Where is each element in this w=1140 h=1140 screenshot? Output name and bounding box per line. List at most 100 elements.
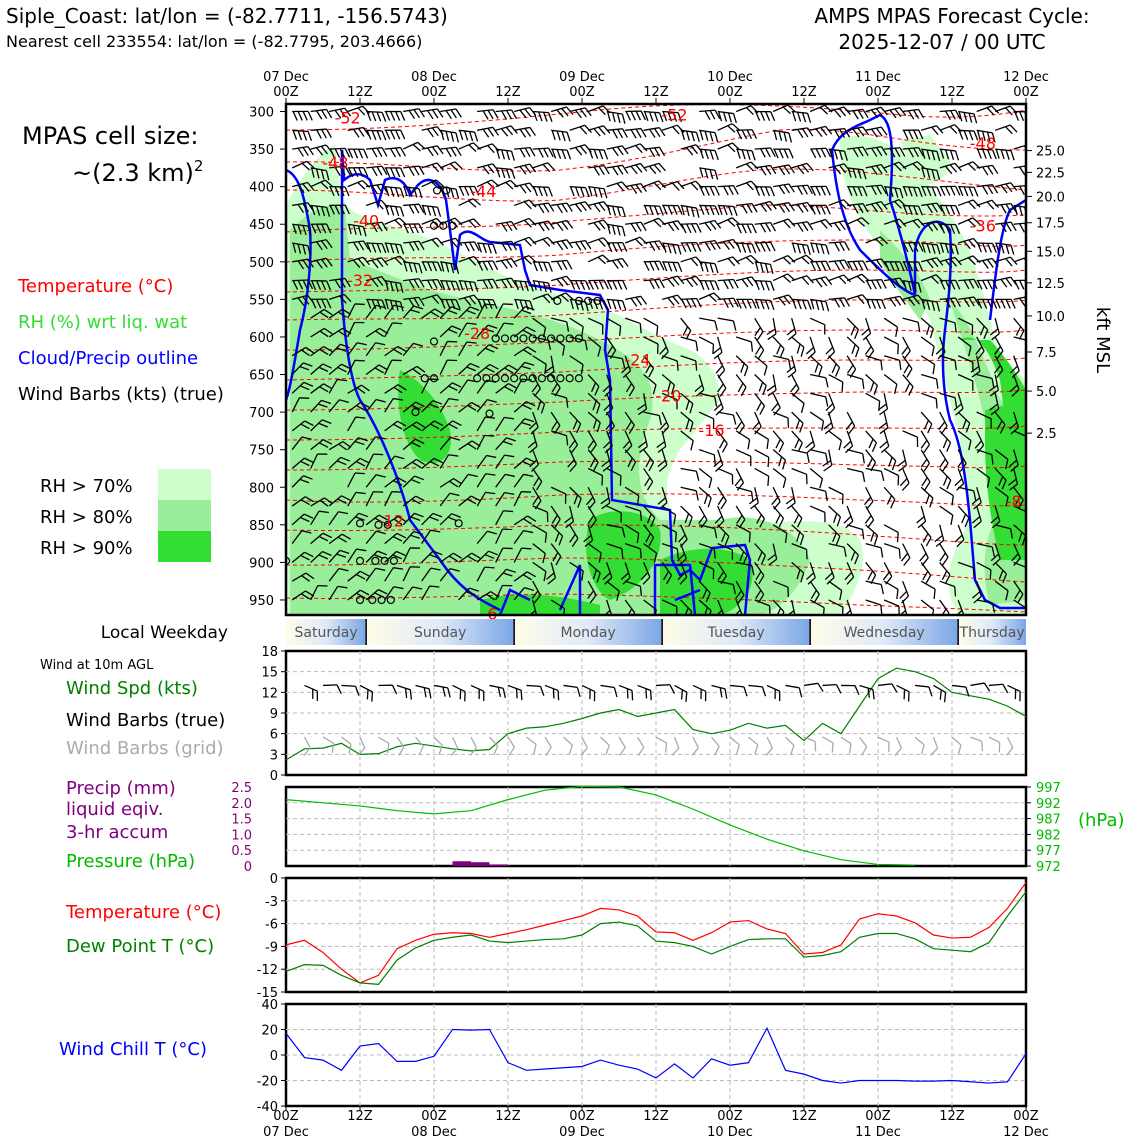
barb-staff bbox=[618, 684, 633, 692]
barb-feather bbox=[635, 296, 643, 306]
barb-feather bbox=[939, 458, 946, 468]
barb-feather bbox=[635, 184, 643, 193]
wind-barb bbox=[995, 298, 1016, 309]
wind-barb bbox=[347, 303, 365, 319]
barb-staff bbox=[847, 203, 864, 207]
barb-feather bbox=[767, 457, 770, 468]
barb-feather bbox=[713, 548, 716, 559]
barb-feather bbox=[505, 222, 513, 231]
calm-marker bbox=[510, 374, 519, 383]
barb-feather bbox=[393, 479, 403, 486]
barb-staff bbox=[717, 430, 728, 445]
barb-feather bbox=[403, 223, 409, 234]
barb-feather bbox=[558, 535, 564, 546]
barb-feather bbox=[825, 276, 833, 286]
barb-feather bbox=[527, 346, 537, 353]
wind-barb bbox=[822, 449, 833, 472]
barb-feather bbox=[937, 351, 946, 360]
barb-staff bbox=[865, 106, 882, 113]
barb-feather bbox=[492, 260, 499, 271]
barb-feather bbox=[801, 256, 810, 265]
barb-staff bbox=[384, 322, 393, 338]
barb-feather bbox=[649, 111, 654, 122]
barb-feather bbox=[547, 340, 552, 350]
precip-bar bbox=[471, 862, 490, 866]
barb-feather bbox=[566, 202, 573, 212]
wind-barb bbox=[550, 106, 574, 118]
temperature-label: -52 bbox=[335, 109, 361, 128]
pressure-tick-label: 650 bbox=[249, 369, 274, 384]
barb-feather bbox=[1010, 464, 1019, 472]
barb-staff bbox=[439, 552, 454, 563]
barb-staff bbox=[698, 336, 714, 345]
grid-wind-barb bbox=[914, 736, 925, 755]
barb-staff bbox=[828, 106, 845, 113]
barb-staff bbox=[440, 108, 457, 113]
barb-staff bbox=[1007, 684, 1021, 693]
barb-feather bbox=[806, 202, 814, 211]
barb-staff bbox=[1013, 317, 1025, 331]
weekday-label: Wednesday bbox=[844, 625, 925, 641]
wind-barb bbox=[976, 373, 995, 389]
barb-feather bbox=[1014, 205, 1018, 216]
barb-staff bbox=[402, 547, 411, 563]
barb-staff bbox=[994, 449, 1009, 460]
barb-feather bbox=[762, 385, 767, 396]
wind-barb bbox=[844, 562, 855, 585]
wind-barb bbox=[754, 449, 770, 468]
barb-feather bbox=[634, 238, 643, 247]
barb-feather bbox=[760, 148, 766, 158]
barb-feather bbox=[423, 687, 427, 698]
barb-feather bbox=[681, 223, 687, 234]
barb-feather bbox=[297, 147, 304, 157]
barb-staff bbox=[402, 365, 418, 376]
barb-feather bbox=[410, 547, 420, 549]
barb-staff bbox=[791, 467, 807, 475]
barb-staff bbox=[421, 567, 432, 582]
surface-wind-barb bbox=[470, 684, 485, 702]
wind-barb bbox=[476, 399, 497, 413]
barb-staff bbox=[532, 486, 542, 502]
barb-feather bbox=[1030, 280, 1034, 289]
barb-feather bbox=[410, 309, 420, 314]
barb-staff bbox=[791, 449, 808, 454]
wind-barb bbox=[736, 298, 757, 309]
wind-barb bbox=[458, 473, 478, 488]
barb-feather bbox=[880, 471, 885, 481]
barb-feather bbox=[893, 163, 902, 172]
barb-staff bbox=[661, 562, 673, 576]
barb-staff bbox=[661, 505, 676, 516]
barb-feather bbox=[524, 201, 532, 210]
barb-feather bbox=[566, 260, 573, 270]
barb-staff bbox=[402, 401, 417, 413]
barb-feather bbox=[302, 244, 307, 255]
wind-barb bbox=[624, 486, 640, 506]
barb-staff bbox=[600, 736, 610, 746]
wind-barb bbox=[544, 355, 555, 378]
wind-barb bbox=[773, 202, 795, 213]
barb-feather bbox=[376, 243, 382, 253]
wind-barb bbox=[939, 242, 959, 255]
barb-feather bbox=[483, 691, 485, 702]
barb-staff bbox=[698, 292, 715, 300]
barb-feather bbox=[628, 387, 635, 397]
wind-barb bbox=[513, 305, 535, 319]
barb-staff bbox=[772, 467, 787, 479]
barb-feather bbox=[839, 590, 843, 601]
wind-barb bbox=[384, 204, 405, 217]
wind-barb bbox=[957, 505, 970, 528]
barb-feather bbox=[315, 147, 324, 156]
barb-feather bbox=[810, 205, 816, 215]
barb-feather bbox=[579, 108, 587, 118]
barb-feather bbox=[684, 513, 690, 524]
barb-staff bbox=[329, 107, 345, 113]
barb-staff bbox=[902, 146, 919, 150]
barb-feather bbox=[913, 147, 919, 158]
barb-feather bbox=[304, 420, 314, 427]
wind-barb bbox=[366, 242, 387, 254]
barb-staff bbox=[476, 324, 489, 338]
wind-barb bbox=[920, 355, 936, 375]
wind-barb bbox=[754, 298, 775, 311]
wind-barb bbox=[606, 223, 626, 237]
wind-barb bbox=[495, 109, 518, 120]
